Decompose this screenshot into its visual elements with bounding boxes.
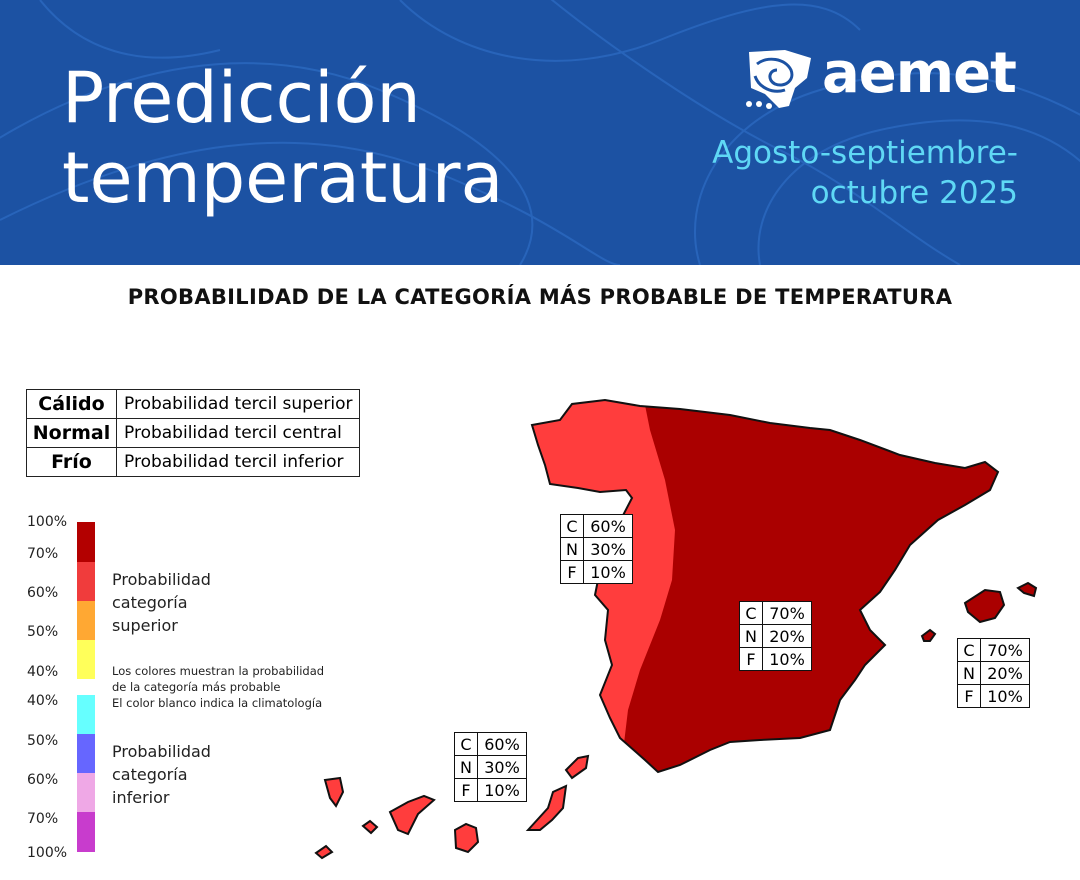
island-ibiza bbox=[920, 628, 937, 642]
aemet-logo: aemet bbox=[745, 42, 1035, 112]
forecast-period: Agosto-septiembre- octubre 2025 bbox=[618, 133, 1018, 213]
prob-value: 30% bbox=[583, 537, 633, 561]
prob-key: N bbox=[957, 661, 981, 685]
prob-key: N bbox=[454, 755, 478, 779]
label-line: Probabilidad bbox=[112, 570, 211, 589]
key-row: Normal Probabilidad tercil central bbox=[26, 418, 361, 448]
header-banner: Predicción temperatura aemet Agosto-sept… bbox=[0, 0, 1080, 265]
prob-value: 20% bbox=[762, 624, 812, 648]
category-key-table: Cálido Probabilidad tercil superior Norm… bbox=[26, 389, 361, 477]
page-title: Predicción temperatura bbox=[62, 58, 503, 218]
scale-swatch-lower-2 bbox=[77, 734, 95, 773]
prob-value: 10% bbox=[477, 778, 527, 802]
aemet-logo-icon bbox=[746, 50, 811, 109]
prob-key: F bbox=[560, 560, 584, 584]
key-row: Cálido Probabilidad tercil superior bbox=[26, 389, 361, 419]
prob-value: 30% bbox=[477, 755, 527, 779]
title-line-2: temperatura bbox=[62, 137, 504, 219]
key-description: Probabilidad tercil inferior bbox=[115, 447, 361, 477]
scale-tick: 100% bbox=[27, 514, 68, 530]
scale-tick: 50% bbox=[27, 733, 59, 749]
scale-swatch-upper-2 bbox=[77, 562, 95, 601]
label-line: categoría bbox=[112, 765, 188, 784]
island-lanzarote bbox=[564, 754, 590, 780]
prob-key: C bbox=[454, 732, 478, 756]
key-category: Frío bbox=[26, 447, 117, 477]
scale-swatch-upper-4 bbox=[77, 640, 95, 679]
note-line: El color blanco indica la climatología bbox=[112, 696, 323, 710]
prob-table-balearic: C 70% N 20% F 10% bbox=[957, 638, 1030, 708]
prob-key: C bbox=[957, 638, 981, 662]
label-line: superior bbox=[112, 616, 178, 635]
prob-table-peninsula: C 70% N 20% F 10% bbox=[739, 601, 812, 671]
scale-swatch-upper-3 bbox=[77, 601, 95, 640]
prob-key: F bbox=[454, 778, 478, 802]
island-el-hierro bbox=[314, 844, 334, 860]
scale-swatch-upper-1 bbox=[77, 522, 95, 562]
prob-key: N bbox=[560, 537, 584, 561]
note-line: de la categoría más probable bbox=[112, 680, 281, 694]
key-description: Probabilidad tercil central bbox=[115, 418, 361, 448]
canary-islands bbox=[314, 754, 590, 860]
island-menorca bbox=[1016, 581, 1038, 598]
key-category: Cálido bbox=[26, 389, 117, 419]
scale-swatch-lower-4 bbox=[77, 812, 95, 852]
prob-value: 60% bbox=[583, 514, 633, 538]
island-la-palma bbox=[323, 776, 345, 808]
prob-table-canary: C 60% N 30% F 10% bbox=[454, 732, 527, 802]
prob-value: 70% bbox=[980, 638, 1030, 662]
key-row: Frío Probabilidad tercil inferior bbox=[26, 447, 361, 477]
lower-category-label: Probabilidad categoría inferior bbox=[112, 740, 211, 809]
island-la-gomera bbox=[361, 819, 379, 835]
upper-category-label: Probabilidad categoría superior bbox=[112, 568, 211, 637]
island-gran-canaria bbox=[453, 822, 480, 854]
key-description: Probabilidad tercil superior bbox=[115, 389, 361, 419]
legend-note: Los colores muestran la probabilidad de … bbox=[112, 663, 324, 711]
balearic-islands bbox=[920, 581, 1038, 642]
key-category: Normal bbox=[26, 418, 117, 448]
prob-value: 10% bbox=[762, 647, 812, 671]
prob-table-northwest: C 60% N 30% F 10% bbox=[560, 514, 633, 584]
period-line-2: octubre 2025 bbox=[810, 175, 1018, 211]
scale-tick: 40% bbox=[27, 693, 59, 709]
label-line: categoría bbox=[112, 593, 188, 612]
prob-key: C bbox=[739, 601, 763, 625]
prob-key: C bbox=[560, 514, 584, 538]
map-subtitle: PROBABILIDAD DE LA CATEGORÍA MÁS PROBABL… bbox=[127, 285, 953, 309]
prob-key: N bbox=[739, 624, 763, 648]
scale-tick: 70% bbox=[27, 811, 59, 827]
island-fuerteventura bbox=[525, 784, 568, 831]
prob-value: 20% bbox=[980, 661, 1030, 685]
label-line: Probabilidad bbox=[112, 742, 211, 761]
label-line: inferior bbox=[112, 788, 170, 807]
scale-tick: 70% bbox=[27, 546, 59, 562]
prob-value: 10% bbox=[583, 560, 633, 584]
title-line-1: Predicción bbox=[62, 57, 421, 139]
prob-value: 60% bbox=[477, 732, 527, 756]
peninsula-region bbox=[530, 398, 1000, 774]
scale-tick: 60% bbox=[27, 585, 59, 601]
scale-swatch-lower-3 bbox=[77, 773, 95, 812]
prob-key: F bbox=[957, 684, 981, 708]
decorative-contours bbox=[0, 0, 1080, 265]
prob-value: 70% bbox=[762, 601, 812, 625]
island-mallorca bbox=[963, 588, 1006, 624]
period-line-1: Agosto-septiembre- bbox=[712, 135, 1018, 171]
prob-key: F bbox=[739, 647, 763, 671]
brand-name: aemet bbox=[822, 41, 1017, 106]
note-line: Los colores muestran la probabilidad bbox=[112, 664, 325, 678]
island-tenerife bbox=[388, 794, 436, 836]
prob-value: 10% bbox=[980, 684, 1030, 708]
scale-tick: 40% bbox=[27, 664, 59, 680]
scale-tick: 60% bbox=[27, 772, 59, 788]
scale-tick: 100% bbox=[27, 845, 68, 861]
scale-tick: 50% bbox=[27, 624, 59, 640]
scale-swatch-lower-1 bbox=[77, 695, 95, 734]
